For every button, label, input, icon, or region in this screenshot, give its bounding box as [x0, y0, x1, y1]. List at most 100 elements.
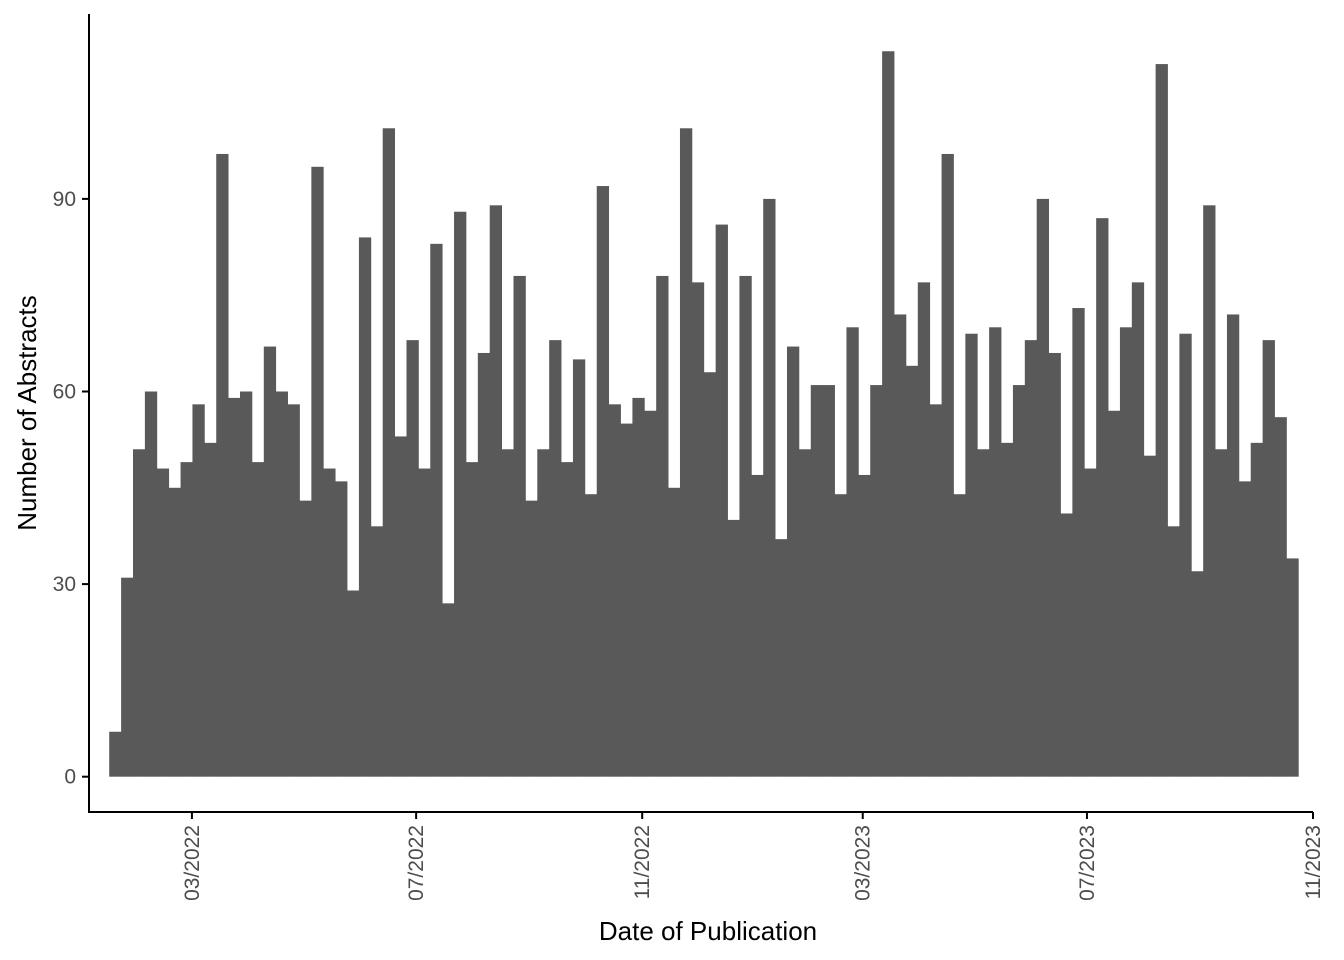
bar [121, 577, 134, 777]
bar [1131, 282, 1145, 777]
bar [727, 519, 740, 777]
bar [525, 500, 538, 777]
bar [430, 243, 443, 777]
bar [156, 468, 170, 777]
bar [406, 340, 419, 777]
x-tick-label: 07/2022 [405, 825, 428, 901]
bar [1108, 410, 1121, 777]
bar [442, 603, 455, 777]
bar [299, 500, 312, 777]
x-tick-label: 03/2023 [852, 825, 875, 901]
bar [882, 51, 895, 777]
bar [858, 474, 871, 777]
bar [929, 404, 942, 777]
bar [668, 487, 681, 777]
bar [1001, 442, 1014, 777]
bar [989, 327, 1002, 777]
bar [1048, 352, 1061, 777]
bar [323, 468, 336, 777]
bar [870, 385, 883, 777]
y-tick-label: 90 [53, 188, 76, 211]
bar [894, 314, 907, 777]
bar [608, 404, 621, 777]
bar [1084, 468, 1097, 777]
bar [596, 186, 610, 777]
bar [846, 327, 859, 777]
bar [204, 442, 217, 777]
bar [418, 468, 431, 777]
bar [382, 128, 395, 777]
bar [1060, 513, 1073, 777]
bar [1226, 314, 1240, 777]
bar [109, 731, 122, 777]
bar [1024, 340, 1038, 777]
bar [1274, 417, 1287, 777]
bar [1012, 385, 1026, 777]
bar [263, 346, 277, 777]
bar [572, 359, 586, 777]
bar [1203, 205, 1216, 777]
bar [1238, 481, 1252, 777]
bar [941, 153, 954, 777]
bar [489, 205, 503, 777]
bar [216, 153, 229, 777]
bar [786, 346, 800, 777]
bars [109, 51, 1299, 777]
bar [763, 198, 776, 777]
bar [537, 449, 550, 777]
bar [192, 404, 205, 777]
bar [977, 449, 990, 777]
bar [477, 352, 491, 777]
bar [703, 372, 717, 777]
bar [822, 385, 835, 777]
bar [953, 494, 966, 777]
bar [1143, 455, 1157, 777]
bar [691, 282, 705, 777]
bar [834, 494, 847, 777]
x-axis-title: Date of Publication [599, 916, 817, 946]
bar [275, 391, 288, 777]
bar [358, 237, 372, 777]
y-axis-title: Number of Abstracts [12, 295, 42, 531]
bar [917, 282, 931, 777]
bar [311, 166, 324, 777]
bar [240, 391, 253, 777]
bar [644, 410, 657, 777]
x-ticks: 03/2022 07/2022 11/2022 03/2023 07/2023 11/20… [181, 812, 1325, 901]
bar [1262, 340, 1275, 777]
bar [335, 481, 348, 777]
bar [751, 474, 764, 777]
bar [287, 404, 300, 777]
bar [394, 436, 407, 777]
bar [905, 365, 919, 777]
bar [632, 397, 645, 777]
bar [810, 385, 824, 777]
bar [144, 391, 158, 777]
bar [1096, 218, 1109, 777]
bar [561, 462, 574, 777]
bar [1179, 333, 1192, 777]
bar [679, 128, 693, 777]
bar [180, 462, 193, 777]
bar [465, 462, 479, 777]
bar [715, 224, 728, 777]
y-ticks: 0 30 60 90 [53, 188, 89, 789]
x-tick-label: 11/2022 [631, 825, 654, 899]
bar [347, 590, 360, 777]
bar [1036, 198, 1049, 777]
bar [1119, 327, 1133, 777]
bar [620, 423, 633, 777]
bar [739, 275, 752, 777]
bar [251, 462, 265, 777]
bar [1250, 442, 1264, 777]
bar [798, 449, 812, 777]
y-tick-label: 0 [64, 766, 76, 789]
bar [1072, 308, 1085, 777]
bar [656, 275, 669, 777]
bar [965, 333, 978, 777]
bar [228, 397, 241, 777]
bar [1191, 571, 1204, 777]
bar [132, 449, 146, 777]
bar [370, 526, 384, 777]
bar [454, 211, 467, 777]
